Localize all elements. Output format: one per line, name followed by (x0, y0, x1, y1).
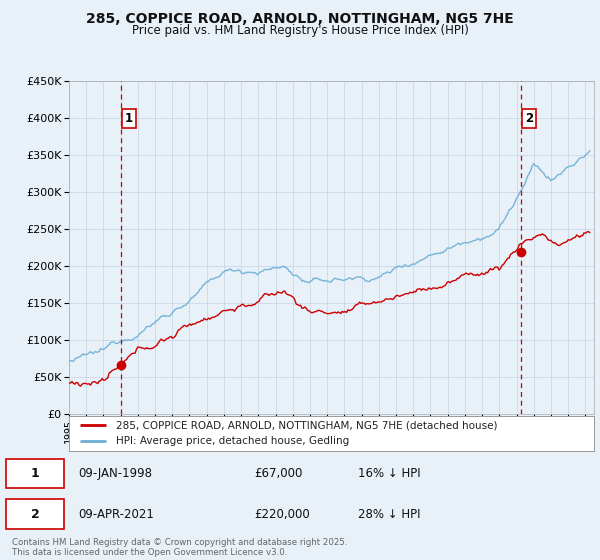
Text: £220,000: £220,000 (254, 507, 310, 521)
FancyBboxPatch shape (6, 459, 64, 488)
Text: 285, COPPICE ROAD, ARNOLD, NOTTINGHAM, NG5 7HE: 285, COPPICE ROAD, ARNOLD, NOTTINGHAM, N… (86, 12, 514, 26)
Text: 1: 1 (31, 467, 40, 480)
Text: 09-JAN-1998: 09-JAN-1998 (78, 467, 152, 480)
Text: 28% ↓ HPI: 28% ↓ HPI (358, 507, 420, 521)
Text: 09-APR-2021: 09-APR-2021 (78, 507, 154, 521)
Text: HPI: Average price, detached house, Gedling: HPI: Average price, detached house, Gedl… (116, 436, 349, 446)
Text: Contains HM Land Registry data © Crown copyright and database right 2025.
This d: Contains HM Land Registry data © Crown c… (12, 538, 347, 557)
Text: £67,000: £67,000 (254, 467, 302, 480)
FancyBboxPatch shape (6, 500, 64, 529)
Text: 2: 2 (524, 113, 533, 125)
Text: 16% ↓ HPI: 16% ↓ HPI (358, 467, 420, 480)
Text: Price paid vs. HM Land Registry's House Price Index (HPI): Price paid vs. HM Land Registry's House … (131, 24, 469, 36)
Text: 285, COPPICE ROAD, ARNOLD, NOTTINGHAM, NG5 7HE (detached house): 285, COPPICE ROAD, ARNOLD, NOTTINGHAM, N… (116, 421, 498, 431)
Text: 1: 1 (125, 113, 133, 125)
Text: 2: 2 (31, 507, 40, 521)
